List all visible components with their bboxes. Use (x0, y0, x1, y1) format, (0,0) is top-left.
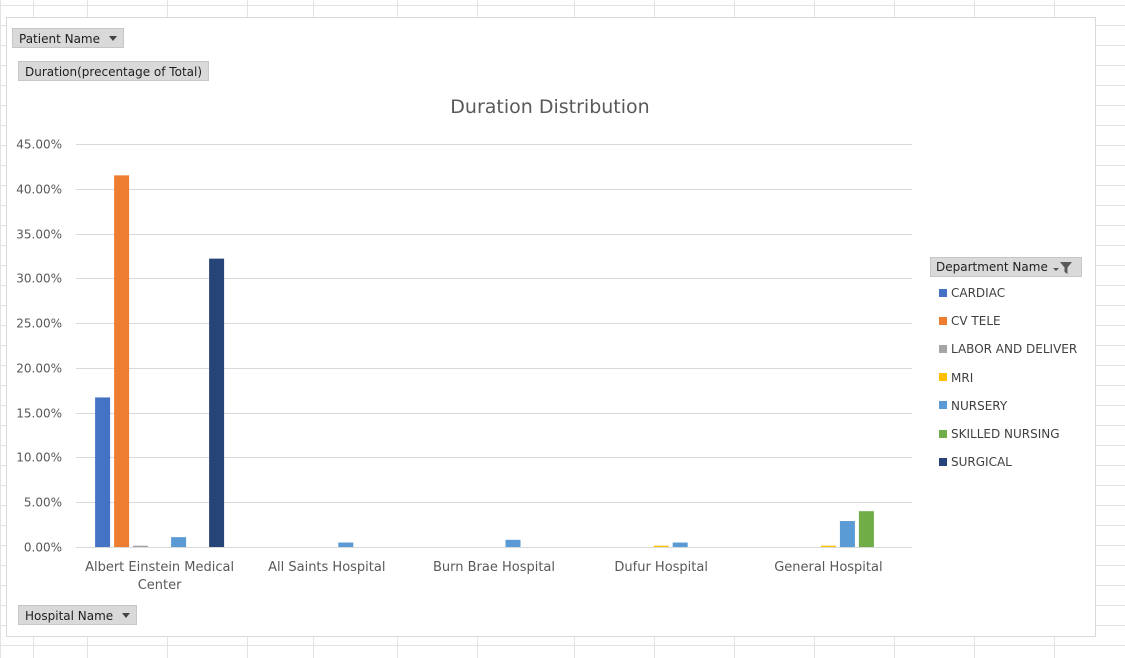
legend-label: CARDIAC (951, 286, 1006, 300)
x-tick-label: Burn Brae Hospital (433, 560, 555, 575)
bar-mri[interactable] (653, 545, 669, 547)
legend: Department Name CARDIAC CV TELE LABOR AND … (930, 257, 1085, 469)
legend-item[interactable]: CARDIAC (939, 285, 1005, 301)
legend-label: SKILLED NURSING (951, 427, 1060, 441)
bar-nursery[interactable] (171, 537, 187, 547)
legend-label: MRI (951, 370, 974, 385)
filter-icon[interactable] (1053, 261, 1075, 281)
department-name-label: Department Name (936, 260, 1048, 274)
legend-label: NURSERY (951, 398, 1008, 413)
value-field-button[interactable]: Duration(precentage of Total) (18, 61, 210, 81)
x-tick-label: General Hospital (774, 560, 882, 575)
dropdown-arrow-icon (109, 36, 117, 41)
legend-swatch (939, 288, 947, 297)
legend-item[interactable]: MRI (939, 370, 973, 386)
bar-nursery[interactable] (839, 521, 855, 547)
y-tick-label: 5.00% (24, 496, 62, 510)
legend-label: SURGICAL (951, 455, 1012, 470)
legend-label: LABOR AND DELIVER (951, 342, 1078, 357)
x-tick-label: Albert Einstein Medical (85, 560, 234, 575)
x-tick-label: Dufur Hospital (614, 560, 708, 575)
patient-name-label: Patient Name (19, 32, 100, 46)
hospital-name-field-button[interactable]: Hospital Name (18, 605, 138, 625)
value-field-label: Duration(precentage of Total) (25, 65, 203, 79)
legend-swatch (939, 429, 947, 438)
y-tick-label: 40.00% (16, 183, 62, 197)
x-tick-label: All Saints Hospital (268, 560, 385, 575)
hospital-name-label: Hospital Name (25, 609, 114, 623)
bar-labor-and-deliver[interactable] (133, 545, 149, 547)
pivot-chart[interactable] (6, 17, 1096, 637)
bar-cv-tele[interactable] (114, 175, 130, 547)
legend-item[interactable]: SKILLED NURSING (939, 426, 1060, 442)
dropdown-arrow-icon (122, 613, 131, 618)
patient-name-field-button[interactable]: Patient Name (12, 28, 124, 48)
bar-surgical[interactable] (209, 258, 225, 547)
y-tick-label: 30.00% (16, 272, 62, 286)
bar-nursery[interactable] (505, 539, 521, 547)
y-tick-label: 45.00% (16, 138, 62, 152)
y-tick-label: 10.00% (16, 451, 62, 465)
legend-item[interactable]: LABOR AND DELIVER (939, 341, 1077, 357)
bar-cardiac[interactable] (95, 397, 111, 547)
bar-mri[interactable] (820, 545, 836, 547)
legend-item[interactable]: CV TELE (939, 313, 1001, 329)
department-name-field-button[interactable]: Department Name (930, 257, 1082, 277)
legend-swatch (939, 316, 947, 325)
chart-title: Duration Distribution (450, 96, 650, 118)
y-tick-label: 35.00% (16, 228, 62, 242)
bar-nursery[interactable] (672, 542, 688, 547)
legend-item[interactable]: NURSERY (939, 398, 1007, 414)
x-tick-label: Center (138, 578, 182, 593)
legend-label: CV TELE (951, 314, 1001, 329)
legend-swatch (939, 457, 947, 466)
y-tick-label: 25.00% (16, 317, 62, 331)
legend-swatch (939, 344, 947, 353)
bar-skilled-nursing[interactable] (858, 511, 874, 547)
legend-swatch (939, 373, 947, 382)
legend-item[interactable]: SURGICAL (939, 454, 1012, 470)
y-tick-label: 0.00% (24, 541, 62, 555)
legend-swatch (939, 401, 947, 410)
y-tick-label: 15.00% (16, 407, 62, 421)
y-tick-label: 20.00% (16, 362, 62, 376)
bar-nursery[interactable] (338, 542, 354, 547)
